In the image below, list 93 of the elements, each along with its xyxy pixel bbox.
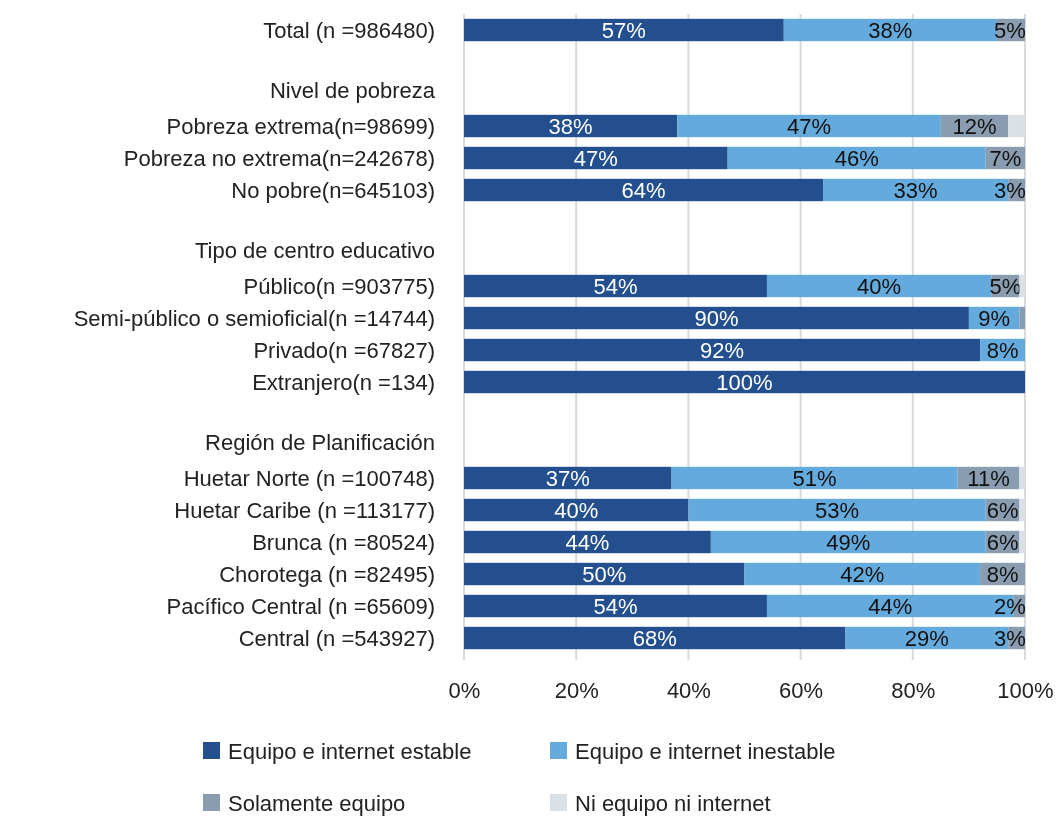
bar <box>1019 498 1025 522</box>
data-label: 92% <box>700 337 745 363</box>
data-label: 100% <box>716 369 773 395</box>
data-label: 40% <box>554 497 599 523</box>
bar <box>744 562 981 586</box>
data-label: 3% <box>994 625 1026 651</box>
y-tick-label: Privado(n =67827) <box>253 337 435 363</box>
legend-label: Ni equipo ni internet <box>575 790 771 816</box>
data-label: 46% <box>834 145 879 171</box>
data-label: 51% <box>792 465 837 491</box>
bar <box>1008 114 1025 138</box>
x-tick-label: 40% <box>666 677 711 703</box>
bar <box>464 274 767 298</box>
data-label: 57% <box>601 17 646 43</box>
data-label: 53% <box>815 497 860 523</box>
bar <box>464 114 678 138</box>
y-tick-label: Pobreza no extrema(n=242678) <box>123 145 435 171</box>
data-label: 47% <box>573 145 618 171</box>
bar <box>464 530 711 554</box>
data-label: 44% <box>565 529 610 555</box>
data-label: 8% <box>986 337 1019 363</box>
y-tick-label: Extranjero(n =134) <box>252 369 435 395</box>
y-tick-label: Nivel de pobreza <box>269 77 436 103</box>
y-tick-label: Central (n =543927) <box>238 625 435 651</box>
bar <box>464 498 689 522</box>
bar <box>766 274 992 298</box>
x-tick-label: 20% <box>554 677 599 703</box>
bar <box>464 626 846 650</box>
data-label: 64% <box>621 177 666 203</box>
bar <box>727 146 986 170</box>
bar <box>464 370 1025 394</box>
data-label: 42% <box>840 561 885 587</box>
data-label: 54% <box>593 273 638 299</box>
legend-label: Equipo e internet inestable <box>575 738 836 764</box>
data-label: 5% <box>989 273 1022 299</box>
bar <box>710 530 986 554</box>
data-label: 6% <box>986 529 1019 555</box>
data-label: 12% <box>952 113 997 139</box>
x-tick-label: 100% <box>997 677 1054 703</box>
legend-label: Solamente equipo <box>228 790 406 816</box>
bar <box>464 146 728 170</box>
y-tick-label: Total (n =986480) <box>263 17 435 43</box>
data-label: 9% <box>978 305 1011 331</box>
bar <box>464 178 824 202</box>
data-label: 47% <box>786 113 832 139</box>
data-label: 54% <box>593 593 638 619</box>
data-label: 29% <box>904 625 949 651</box>
data-label: 40% <box>857 273 902 299</box>
data-label: 37% <box>545 465 590 491</box>
y-tick-label: Público(n =903775) <box>243 273 435 299</box>
bar <box>464 338 981 362</box>
data-label: 8% <box>986 561 1019 587</box>
data-label: 7% <box>989 145 1022 171</box>
y-tick-label: Tipo de centro educativo <box>194 237 435 263</box>
x-tick-label: 80% <box>891 677 936 703</box>
y-tick-label: Pobreza extrema(n=98699) <box>166 113 435 139</box>
x-tick-label: 0% <box>448 677 481 703</box>
data-label: 68% <box>632 625 677 651</box>
bar <box>783 18 997 42</box>
bar <box>464 306 969 330</box>
y-tick-label: Región de Planificación <box>205 429 435 455</box>
bar <box>464 594 767 618</box>
data-label: 49% <box>826 529 871 555</box>
bar <box>677 114 941 138</box>
y-tick-label: Pacífico Central (n =65609) <box>166 593 435 619</box>
bar <box>688 498 986 522</box>
data-label: 5% <box>994 17 1026 43</box>
legend-label: Equipo e internet estable <box>228 738 472 764</box>
data-label: 6% <box>986 497 1019 523</box>
y-tick-label: Huetar Norte (n =100748) <box>183 465 435 491</box>
y-tick-label: Huetar Caribe (n =113177) <box>174 497 435 523</box>
data-label: 3% <box>994 177 1026 203</box>
data-label: 90% <box>694 305 739 331</box>
data-label: 11% <box>967 465 1010 491</box>
data-label: 50% <box>582 561 627 587</box>
y-tick-label: No pobre(n=645103) <box>231 177 435 203</box>
bar <box>1019 466 1025 490</box>
data-label: 33% <box>893 177 938 203</box>
data-label: 44% <box>868 593 913 619</box>
y-tick-label: Chorotega (n =82495) <box>219 561 435 587</box>
bar <box>671 466 958 490</box>
data-label: 2% <box>994 593 1026 619</box>
data-label: 38% <box>868 17 913 43</box>
bar <box>464 18 784 42</box>
bar <box>1019 530 1025 554</box>
bar <box>464 562 745 586</box>
y-tick-label: Semi-público o semioficial(n =14744) <box>73 305 435 331</box>
bar <box>1019 306 1025 330</box>
data-label: 38% <box>548 113 593 139</box>
bar <box>464 466 672 490</box>
bar <box>1019 274 1025 298</box>
x-tick-label: 60% <box>779 677 824 703</box>
y-tick-label: Brunca (n =80524) <box>252 529 435 555</box>
